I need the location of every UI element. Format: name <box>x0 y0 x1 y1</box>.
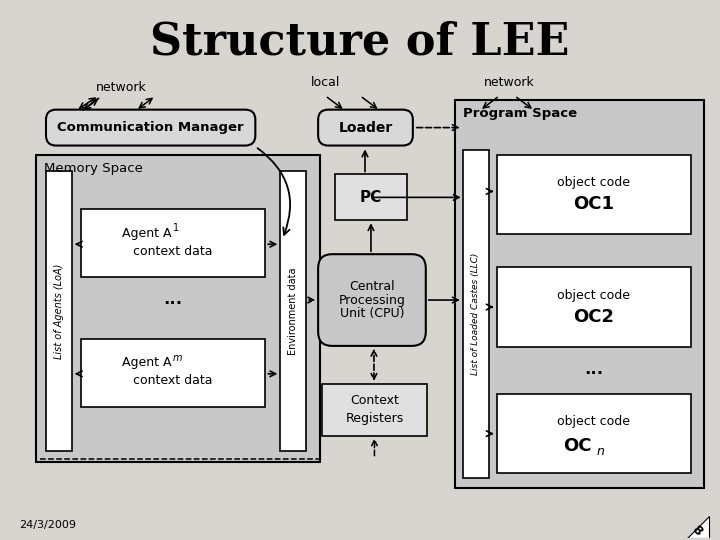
Text: Agent A: Agent A <box>122 356 171 369</box>
Text: object code: object code <box>557 176 630 189</box>
Text: m: m <box>173 353 183 363</box>
Text: 8: 8 <box>689 523 704 538</box>
Text: network: network <box>95 81 146 94</box>
Text: Memory Space: Memory Space <box>44 162 143 175</box>
Polygon shape <box>687 516 709 538</box>
Text: Program Space: Program Space <box>463 107 577 120</box>
Text: n: n <box>597 445 605 458</box>
Text: Context: Context <box>350 394 399 407</box>
Text: Unit (CPU): Unit (CPU) <box>340 307 404 321</box>
Text: object code: object code <box>557 288 630 301</box>
Text: Processing: Processing <box>338 294 405 307</box>
Bar <box>463 150 489 478</box>
Text: Agent A: Agent A <box>122 227 171 240</box>
Bar <box>81 210 265 277</box>
Text: 1: 1 <box>173 223 179 233</box>
Bar <box>280 172 306 450</box>
Text: network: network <box>484 76 535 89</box>
Text: Registers: Registers <box>346 412 404 425</box>
Text: OC2: OC2 <box>573 308 614 326</box>
Text: List of Agents (LoA): List of Agents (LoA) <box>54 264 64 359</box>
Text: Communication Manager: Communication Manager <box>58 121 244 134</box>
Bar <box>46 172 72 450</box>
Text: PC: PC <box>360 190 382 205</box>
Bar <box>335 174 407 220</box>
Bar <box>36 154 320 462</box>
Text: ...: ... <box>163 290 183 308</box>
Text: ...: ... <box>584 360 603 378</box>
Text: Environment data: Environment data <box>288 267 298 355</box>
Bar <box>322 384 427 436</box>
FancyArrowPatch shape <box>258 148 290 235</box>
Bar <box>497 394 691 474</box>
Text: Loader: Loader <box>338 120 392 134</box>
Text: local: local <box>310 76 340 89</box>
Bar <box>81 339 265 407</box>
FancyBboxPatch shape <box>318 254 426 346</box>
Text: OC: OC <box>563 436 592 455</box>
Bar <box>497 154 691 234</box>
Text: 24/3/2009: 24/3/2009 <box>19 521 76 530</box>
FancyBboxPatch shape <box>46 110 256 146</box>
Text: object code: object code <box>557 415 630 428</box>
Text: Structure of LEE: Structure of LEE <box>150 21 570 63</box>
Text: Central: Central <box>349 280 395 293</box>
FancyBboxPatch shape <box>318 110 413 146</box>
Text: OC1: OC1 <box>573 195 614 213</box>
Bar <box>497 267 691 347</box>
Text: context data: context data <box>133 245 213 258</box>
Text: context data: context data <box>133 374 213 387</box>
Bar <box>455 100 704 489</box>
Text: List of Loaded Castes (LLC): List of Loaded Castes (LLC) <box>471 253 480 375</box>
